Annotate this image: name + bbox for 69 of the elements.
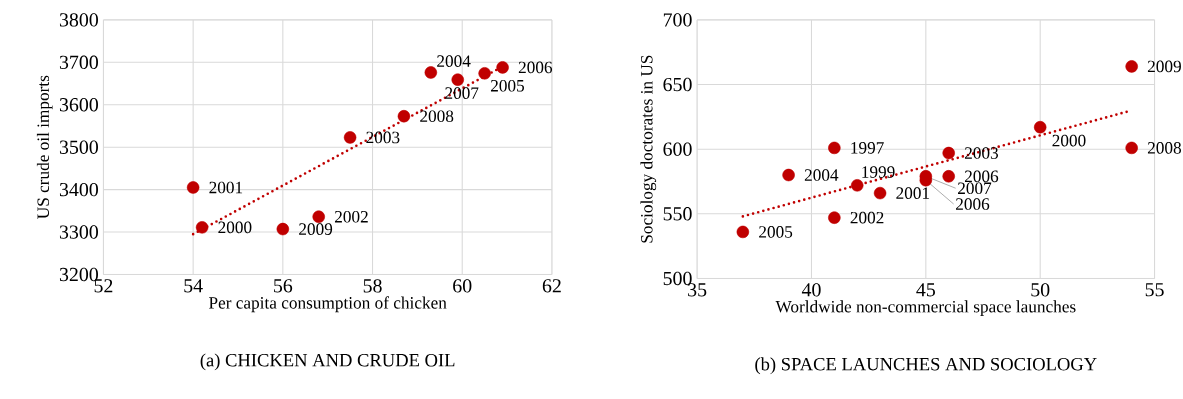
point [1033,121,1047,134]
annotation: 2002 [850,211,884,224]
y-tick-label: 3300 [59,225,98,239]
y-tick-label: 3600 [59,98,98,112]
annotation: 2007 [958,182,992,195]
x-tick-label: 58 [363,279,382,293]
y-tick-label: 3700 [59,55,98,70]
annotation: 2005 [490,80,525,92]
point [451,73,464,87]
text: (b) SPACE LAUNCHES AND SOCIOLOGY [755,357,1097,375]
x-tick-label: 54 [184,279,203,293]
point [186,181,200,194]
point [828,211,841,225]
annotation: 1997 [851,142,884,154]
x-tick-label: 45 [916,283,935,297]
y-tick-label: 3800 [59,13,98,27]
y-tick-label: 3500 [59,140,98,154]
annotation: 2009 [1147,60,1181,73]
x-tick-label: 50 [1031,283,1050,297]
point [1125,60,1138,73]
annotation: 2003 [964,147,999,159]
y-tick-label: 3400 [59,183,98,197]
annotation: 2006 [518,61,553,74]
annotation: 1999 [862,166,895,178]
annotation: 2006 [956,198,990,210]
point [782,168,795,182]
y-axis-title: Sociology doctorates in US [640,55,657,243]
point [343,131,357,144]
annotation: 2000 [1052,134,1086,147]
annotation: 2001 [209,181,243,194]
annotation: 2008 [420,110,454,123]
x-tick-label: 40 [801,283,821,297]
annotation: 2000 [218,221,252,234]
y-tick-label: 550 [663,207,692,221]
point [873,186,887,200]
point [312,210,325,224]
y-tick-label: 600 [663,142,692,156]
point [478,67,491,80]
x-tick-label: 56 [274,279,293,293]
point [1125,141,1138,155]
point [397,110,411,123]
y-axis-title: US crude oil imports [36,75,53,219]
x-tick-label: 62 [542,279,561,293]
x-tick-label: 60 [453,279,472,293]
point [942,170,955,183]
point [736,225,750,239]
annotation: 2009 [299,223,333,235]
x-axis-title: Worldwide non-commercial space launches [775,300,1076,317]
text: (a) CHICKEN AND CRUDE OIL [200,353,455,371]
y-tick-label: 650 [663,77,692,92]
point [424,66,438,79]
annotation: 2002 [334,211,368,223]
annotation: 2001 [896,187,930,200]
annotation: 2008 [1147,142,1182,154]
point [496,61,509,74]
annotation: 2004 [804,169,839,181]
y-tick-label: 700 [663,13,692,27]
annotation: 2005 [759,226,793,238]
point [828,141,841,155]
annotation: 2007 [445,87,479,100]
x-tick-label: 55 [1145,283,1164,297]
point [942,146,955,160]
x-axis-title: Per capita consumption of chicken [209,296,447,313]
point [276,222,290,236]
point [195,221,209,234]
point [850,179,864,192]
annotation: 2004 [437,55,471,68]
annotation: 2003 [366,131,400,144]
annotation: 2006 [964,170,999,183]
